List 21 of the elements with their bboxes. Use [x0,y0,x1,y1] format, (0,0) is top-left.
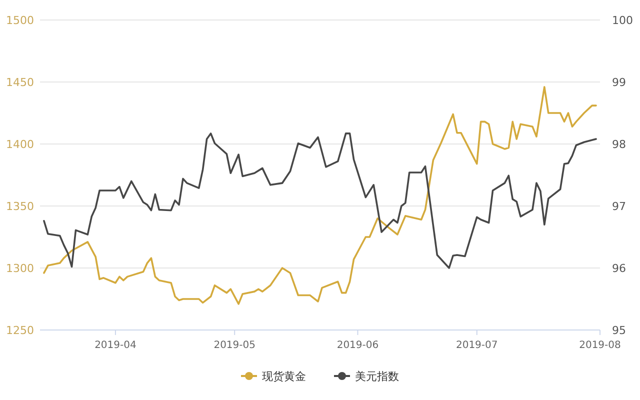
y-tick-label: 1350 [6,200,34,213]
legend-label: 美元指数 [355,370,399,383]
x-tick-label: 2019-06 [336,340,379,351]
x-tick-label: 2019-07 [456,340,498,351]
y2-tick-label: 96 [612,262,626,275]
x-tick-label: 2019-04 [94,340,136,351]
y-tick-label: 1450 [6,76,34,89]
y2-tick-label: 95 [612,324,626,337]
line-series [43,132,597,269]
y2-tick-label: 99 [612,76,626,89]
y-tick-label: 1400 [6,138,34,151]
y2-tick-label: 98 [612,138,626,151]
y-tick-label: 1300 [6,262,34,275]
y2-tick-label: 100 [612,14,633,27]
line-series [43,86,597,305]
y-tick-label: 1250 [6,324,34,337]
x-tick-label: 2019-05 [214,340,256,351]
legend-label: 现货黄金 [262,370,306,383]
x-tick-label: 2019-08 [579,340,621,351]
y-tick-label: 1500 [6,14,34,27]
y2-tick-label: 97 [612,200,626,213]
